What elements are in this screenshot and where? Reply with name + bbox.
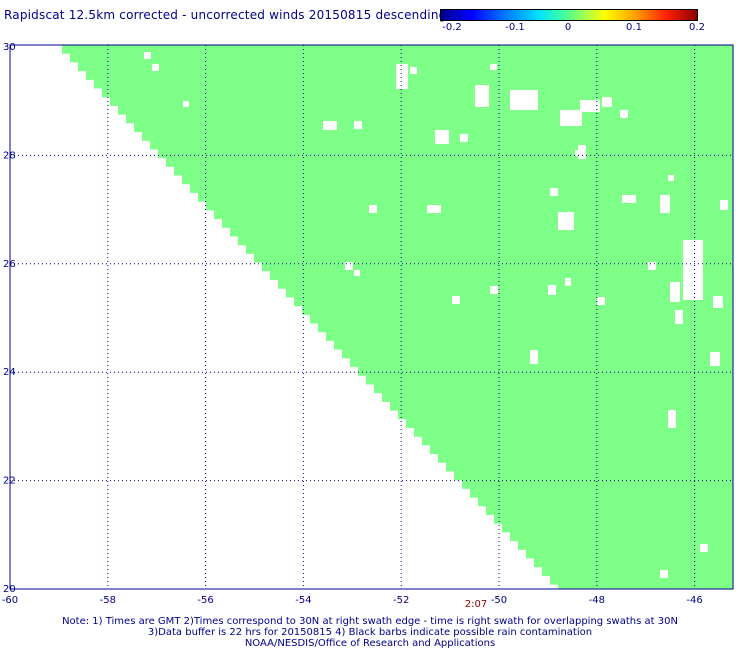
data-gap bbox=[144, 52, 151, 59]
data-gap bbox=[475, 85, 489, 107]
data-gap bbox=[622, 195, 636, 203]
data-gap bbox=[668, 175, 674, 181]
latitude-tick-label: 24 bbox=[3, 367, 16, 378]
data-gap bbox=[452, 296, 460, 304]
data-gap bbox=[648, 262, 656, 270]
data-gap bbox=[460, 134, 468, 142]
colorbar-label-pos: 0.1 bbox=[626, 22, 642, 33]
data-gaps bbox=[144, 52, 728, 578]
swath-area bbox=[62, 45, 733, 589]
map-frame bbox=[9, 44, 734, 590]
data-gap bbox=[565, 278, 571, 286]
longitude-tick-label: -46 bbox=[686, 595, 702, 606]
data-gap bbox=[435, 130, 449, 144]
colorbar-label-min: -0.2 bbox=[442, 22, 462, 33]
lat-lon-grid bbox=[10, 45, 733, 589]
note-line-1: Note: 1) Times are GMT 2)Times correspon… bbox=[62, 616, 678, 627]
note-line-3: NOAA/NESDIS/Office of Research and Appli… bbox=[244, 638, 496, 649]
data-gap bbox=[550, 188, 558, 196]
data-gap bbox=[620, 110, 628, 118]
longitude-tick-label: -48 bbox=[589, 595, 605, 606]
data-gap bbox=[575, 150, 581, 156]
data-gap bbox=[354, 121, 362, 129]
note-line-2: 3)Data buffer is 22 hrs for 20150815 4) … bbox=[147, 627, 593, 638]
data-gap bbox=[548, 285, 556, 295]
colorbar-label-neg: -0.1 bbox=[505, 22, 525, 33]
longitude-tick-label: -52 bbox=[393, 595, 409, 606]
data-gap bbox=[558, 212, 574, 230]
latitude-tick-labels: 30 28 26 24 22 20 bbox=[3, 42, 16, 595]
latitude-tick-label: 30 bbox=[3, 42, 16, 53]
data-gap bbox=[354, 270, 360, 276]
data-gap bbox=[597, 297, 605, 305]
data-gap bbox=[323, 121, 337, 130]
data-gap bbox=[183, 101, 189, 107]
data-gap bbox=[560, 110, 582, 126]
data-gap bbox=[660, 570, 668, 578]
latitude-tick-label: 22 bbox=[3, 476, 16, 487]
colorbar bbox=[440, 9, 698, 21]
data-gap bbox=[670, 282, 680, 302]
data-gap bbox=[668, 410, 676, 428]
longitude-tick-labels: -60 -58 -56 -54 -52 -50 -48 -46 bbox=[2, 595, 703, 606]
data-gap bbox=[660, 195, 670, 213]
latitude-tick-label: 20 bbox=[3, 584, 16, 595]
longitude-tick-label: -56 bbox=[197, 595, 213, 606]
data-gap bbox=[675, 310, 683, 324]
data-gap bbox=[713, 296, 723, 308]
data-gap bbox=[720, 200, 728, 210]
longitude-tick-label: -60 bbox=[2, 595, 18, 606]
data-gap bbox=[578, 145, 586, 159]
data-gap bbox=[396, 64, 408, 89]
latitude-tick-label: 28 bbox=[3, 150, 16, 161]
latitude-tick-label: 26 bbox=[3, 259, 16, 270]
data-gap bbox=[152, 64, 159, 71]
data-gap bbox=[580, 100, 600, 112]
data-gap bbox=[490, 286, 498, 294]
swath-time-label: 2:07 bbox=[464, 599, 488, 610]
data-gap bbox=[345, 262, 353, 270]
data-gap bbox=[683, 240, 703, 300]
data-gap bbox=[410, 67, 417, 74]
longitude-tick-label: -54 bbox=[295, 595, 311, 606]
data-gap bbox=[490, 64, 497, 70]
data-gap bbox=[688, 258, 696, 266]
data-gap bbox=[510, 90, 538, 110]
map-title: Rapidscat 12.5km corrected - uncorrected… bbox=[4, 8, 447, 22]
data-gap bbox=[700, 544, 708, 552]
colorbar-label-max: 0.2 bbox=[689, 22, 705, 33]
data-gap bbox=[710, 352, 720, 366]
colorbar-label-zero: 0 bbox=[564, 22, 572, 33]
data-gap bbox=[427, 205, 441, 213]
wind-swath bbox=[62, 45, 733, 589]
data-gap bbox=[369, 205, 377, 213]
longitude-tick-label: -58 bbox=[100, 595, 116, 606]
data-gap bbox=[602, 97, 612, 107]
data-gap bbox=[530, 350, 538, 364]
longitude-tick-label: -50 bbox=[491, 595, 507, 606]
